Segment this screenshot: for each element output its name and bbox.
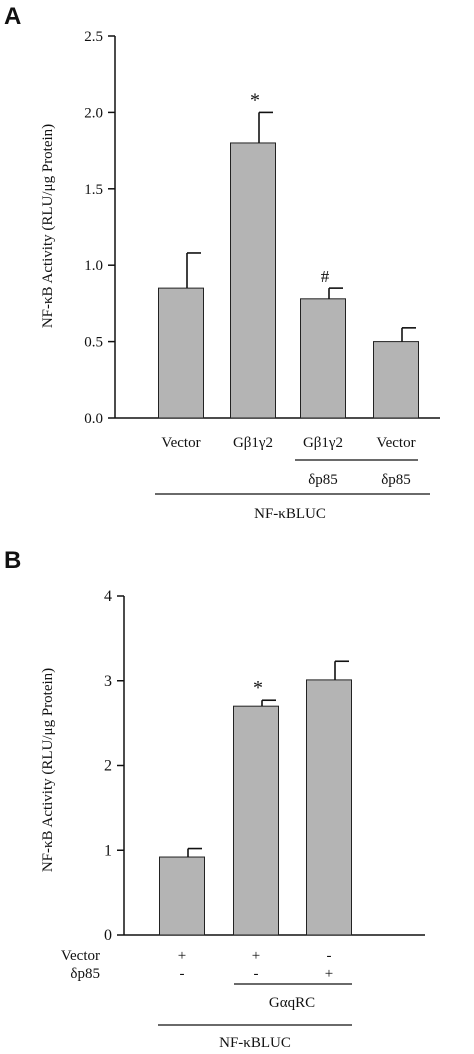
significance-marker: # [321, 267, 330, 286]
bar [159, 856, 205, 936]
panel-b-sign: - [327, 948, 332, 964]
y-tick-label: 0 [104, 927, 112, 944]
bar [373, 341, 419, 419]
panel-b-treatment-label: GαqRC [269, 995, 315, 1011]
panel-a-category-gbg-1: Gβ1γ2 [233, 435, 273, 451]
bar [306, 679, 352, 936]
panel-a-sublabel-1: δp85 [308, 472, 338, 488]
panel-a-category-vector-1: Vector [161, 435, 200, 451]
panel-b-ylabel: NF-κB Activity (RLU/μg Protein) [40, 668, 56, 872]
y-tick-label: 1.0 [84, 258, 103, 274]
y-tick-label: 3 [104, 673, 112, 690]
panel-b-sign: - [180, 966, 185, 982]
panel-b-sign: + [325, 966, 333, 982]
bar [300, 298, 346, 419]
y-tick-label: 0.0 [84, 411, 103, 427]
panel-a-letter: A [4, 3, 21, 30]
panel-a-group-label: NF-κBLUC [254, 506, 326, 522]
panel-a-sublabel-2: δp85 [381, 472, 411, 488]
y-tick-label: 2.0 [84, 105, 103, 121]
panel-b-row-label-vector: Vector [61, 948, 100, 964]
y-tick-label: 0.5 [84, 335, 103, 351]
panel-b-sign: + [178, 948, 186, 964]
panel-b-letter: B [4, 547, 21, 574]
y-tick-label: 2.5 [84, 29, 103, 45]
y-tick-label: 1 [104, 842, 112, 859]
panel-b-sign: + [252, 948, 260, 964]
y-tick-label: 2 [104, 758, 112, 775]
panel-a-category-gbg-2: Gβ1γ2 [303, 435, 343, 451]
panel-a-category-vector-2: Vector [376, 435, 415, 451]
y-tick-label: 1.5 [84, 182, 103, 198]
y-tick-label: 4 [104, 588, 112, 605]
significance-marker: * [250, 89, 260, 111]
bar [158, 287, 204, 419]
panel-a-chart: NF-κB Activity (RLU/μg Protein) 0.0 0.5 1.… [40, 29, 440, 522]
panel-b-group-label: NF-κBLUC [219, 1035, 291, 1051]
panel-b-row-label-dp85: δp85 [70, 966, 100, 982]
panel-a-ylabel: NF-κB Activity (RLU/μg Protein) [40, 124, 56, 328]
panel-b-sign: - [254, 966, 259, 982]
significance-marker: * [253, 677, 263, 699]
bar [233, 705, 279, 936]
bar [230, 142, 276, 419]
